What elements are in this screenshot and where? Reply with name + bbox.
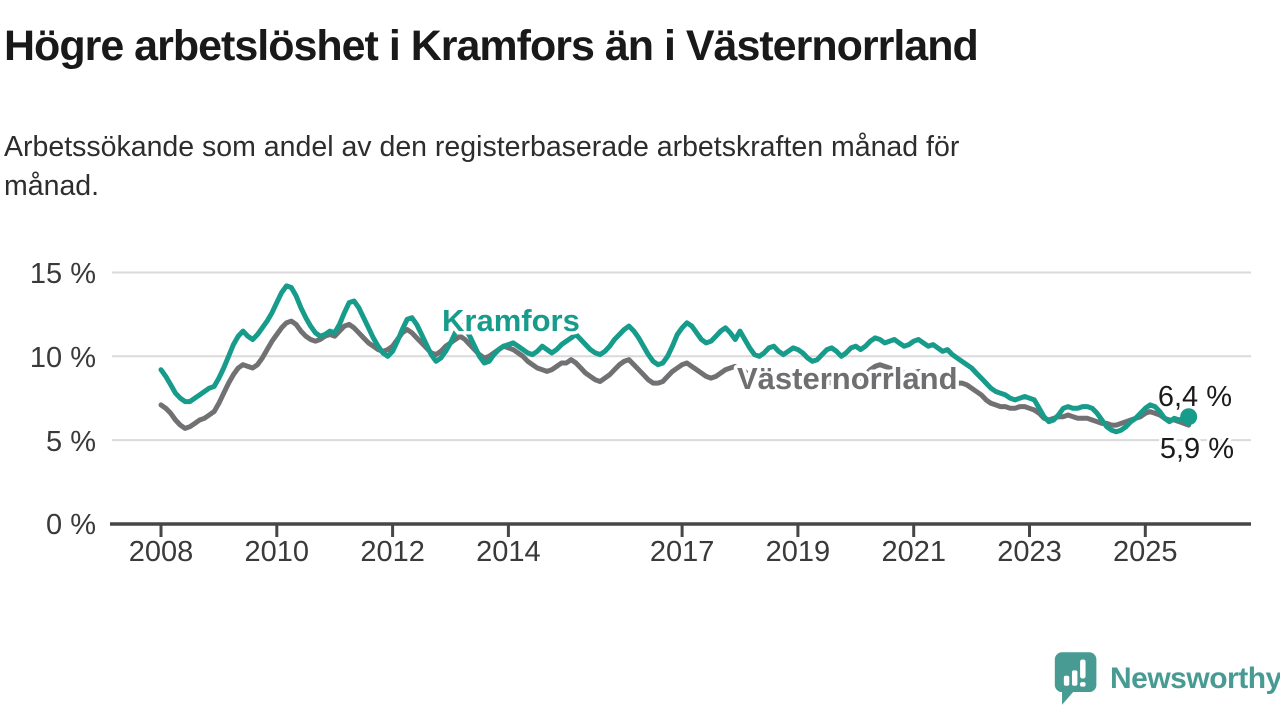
x-axis-tick-labels: 2008 2010 2012 2014 2017 2019 2021 2023 … xyxy=(129,536,1178,568)
chart-subtitle-line-2: månad. xyxy=(4,170,100,203)
x-tick-label: 2017 xyxy=(650,536,715,568)
series-lines xyxy=(158,283,1192,435)
series-line-kramfors xyxy=(158,283,1192,435)
x-axis-ticks xyxy=(159,524,1147,537)
chart-title: Högre arbetslöshet i Kramfors än i Väste… xyxy=(4,22,979,70)
y-tick-label-15: 15 % xyxy=(30,258,96,290)
x-tick-label: 2008 xyxy=(129,536,194,568)
chart-subtitle: Arbetssökande som andel av den registerb… xyxy=(4,128,1194,207)
series-label-kramfors: Kramfors xyxy=(442,303,580,338)
y-tick-label-10: 10 % xyxy=(30,342,96,374)
x-tick-label: 2023 xyxy=(997,536,1062,568)
x-tick-label: 2014 xyxy=(476,536,541,568)
x-tick-label: 2021 xyxy=(881,536,946,568)
y-tick-label-0: 0 % xyxy=(46,509,96,541)
x-tick-label: 2010 xyxy=(245,536,310,568)
series-line-västernorrland xyxy=(158,318,1192,431)
y-tick-label-5: 5 % xyxy=(46,426,96,458)
newsworthy-wordmark: Newsworthy xyxy=(1110,661,1280,695)
series-label-vasternorrland: Västernorrland xyxy=(737,361,958,396)
end-value-label-kramfors: 6,4 % xyxy=(1158,381,1232,413)
gridlines xyxy=(112,271,1251,442)
x-tick-label: 2012 xyxy=(360,536,425,568)
newsworthy-logo: Newsworthy xyxy=(1053,650,1280,707)
end-value-label-vasternorrland: 5,9 % xyxy=(1160,433,1234,465)
x-tick-label: 2025 xyxy=(1113,536,1178,568)
chart-subtitle-line-1: Arbetssökande som andel av den registerb… xyxy=(4,131,960,163)
newsworthy-icon xyxy=(1054,652,1097,705)
end-marker xyxy=(1180,408,1198,426)
x-tick-label: 2019 xyxy=(766,536,831,568)
latest-point-dot xyxy=(1180,408,1198,426)
